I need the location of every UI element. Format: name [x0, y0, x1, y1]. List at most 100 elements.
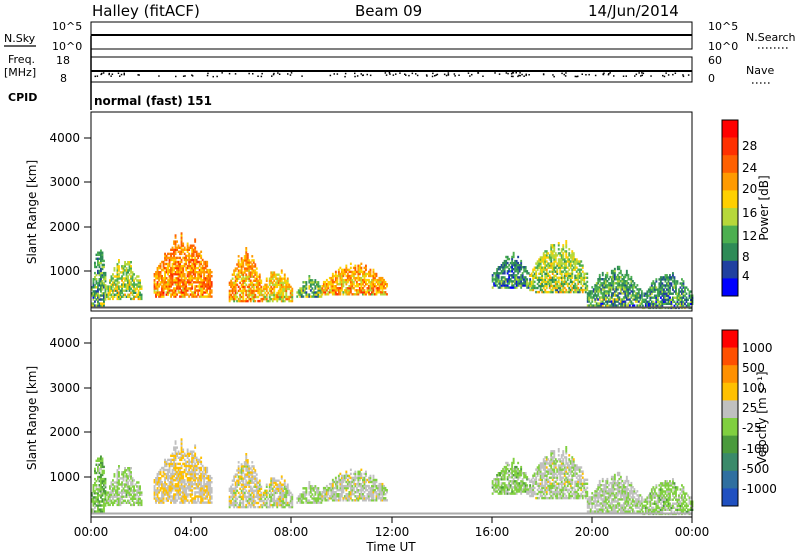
- power-echo-cell: [600, 292, 603, 295]
- freq-left-tick-top: 18: [56, 54, 70, 67]
- power-echo-cell: [351, 293, 354, 296]
- power-echo-cell: [551, 268, 554, 271]
- power-echo-cell: [167, 252, 169, 256]
- velocity-echo-cell: [180, 448, 183, 451]
- velocity-echo-cell: [248, 501, 251, 505]
- power-echo-cell: [542, 262, 545, 265]
- velocity-echo-cell: [125, 475, 128, 478]
- power-echo-cell: [377, 291, 379, 294]
- velocity-echo-cell: [234, 483, 237, 486]
- power-echo-cell: [136, 293, 138, 296]
- power-cb-tick-16: 16: [742, 206, 757, 220]
- power-echo-cell: [118, 267, 120, 270]
- velocity-echo-cell: [230, 485, 233, 488]
- power-echo-cell: [621, 300, 624, 303]
- power-colorbar-frame: [721, 119, 739, 297]
- power-echo-cell: [571, 288, 574, 292]
- power-echo-cell: [203, 273, 206, 276]
- power-echo-cell: [192, 295, 195, 298]
- power-echo-cell: [678, 292, 680, 295]
- power-echo-cell: [342, 280, 345, 284]
- velocity-echo-cell: [191, 499, 194, 502]
- power-echo-cell: [560, 250, 563, 253]
- power-echo-cell: [104, 298, 107, 301]
- power-echo-cell: [204, 291, 207, 294]
- power-echo-cell: [518, 278, 521, 281]
- power-echo-cell: [571, 286, 574, 290]
- velocity-echo-cell: [245, 457, 248, 460]
- power-echo-cell: [556, 270, 559, 273]
- power-echo-cell: [297, 289, 300, 292]
- power-echo-cell: [554, 280, 557, 284]
- velocity-echo-cell: [116, 487, 119, 490]
- velocity-echo-cell: [127, 501, 129, 504]
- velocity-echo-cell: [200, 468, 203, 472]
- velocity-echo-cell: [167, 489, 169, 492]
- power-echo-cell: [616, 304, 619, 307]
- power-echo-cell: [562, 280, 565, 284]
- power-echo-cell: [554, 258, 557, 261]
- power-echo-cell: [254, 277, 257, 280]
- power-echo-cell: [321, 291, 324, 294]
- power-echo-cell: [517, 268, 520, 271]
- velocity-echo-cell: [100, 455, 102, 458]
- power-echo-cell: [559, 268, 562, 271]
- power-echo-cell: [100, 253, 102, 256]
- velocity-echo-cell: [246, 475, 249, 478]
- power-echo-cell: [209, 295, 212, 298]
- power-echo-cell: [299, 289, 302, 292]
- power-echo-cell: [616, 284, 619, 287]
- power-echo-cell: [242, 261, 245, 264]
- power-echo-cell: [137, 295, 140, 298]
- power-echo-cell: [173, 262, 175, 266]
- power-echo-cell: [644, 302, 647, 305]
- power-echo-cell: [557, 280, 560, 284]
- power-echo-cell: [156, 287, 159, 290]
- power-echo-cell: [583, 276, 586, 279]
- velocity-echo-cell: [197, 499, 200, 502]
- velocity-echo-cell: [236, 469, 239, 472]
- power-echo-cell: [324, 289, 327, 292]
- power-echo-cell: [203, 277, 206, 280]
- power-echo-cell: [581, 284, 584, 288]
- power-echo-cell: [569, 290, 572, 294]
- velocity-echo-cell: [103, 471, 105, 475]
- power-echo-cell: [97, 269, 99, 273]
- velocity-echo-cell: [167, 468, 169, 472]
- velocity-echo-cell: [133, 489, 135, 492]
- velocity-echo-cell: [109, 487, 111, 490]
- power-echo-cell: [155, 285, 157, 288]
- power-echo-cell: [206, 279, 209, 282]
- power-echo-cell: [113, 283, 116, 286]
- power-echo-cell: [622, 290, 625, 293]
- power-echo-cell: [100, 251, 102, 254]
- power-echo-cell: [191, 275, 194, 278]
- power-echo-cell: [179, 287, 181, 290]
- power-echo-cell: [511, 280, 514, 283]
- power-echo-cell: [365, 278, 367, 282]
- power-echo-cell: [122, 271, 125, 274]
- power-echo-cell: [249, 261, 252, 264]
- velocity-echo-cell: [210, 495, 213, 498]
- power-echo-cell: [282, 293, 285, 297]
- velocity-echo-cell: [104, 500, 107, 503]
- power-echo-cell: [274, 283, 277, 286]
- power-echo-cell: [342, 272, 345, 276]
- power-echo-cell: [628, 278, 631, 281]
- power-echo-cell: [100, 261, 102, 265]
- power-echo-cell: [631, 294, 634, 297]
- power-echo-cell: [118, 261, 120, 264]
- power-echo-cell: [186, 242, 189, 245]
- power-echo-cell: [529, 282, 532, 286]
- power-echo-cell: [289, 285, 292, 289]
- power-echo-cell: [131, 293, 134, 296]
- velocity-echo-cell: [237, 481, 240, 484]
- power-echo-cell: [177, 283, 180, 286]
- velocity-echo-cell: [185, 454, 188, 457]
- power-echo-cell: [279, 279, 282, 282]
- power-echo-cell: [171, 283, 174, 286]
- power-echo-cell: [518, 280, 521, 283]
- power-echo-cell: [260, 285, 263, 289]
- nave-dot: [672, 73, 674, 76]
- power-echo-cell: [201, 266, 204, 270]
